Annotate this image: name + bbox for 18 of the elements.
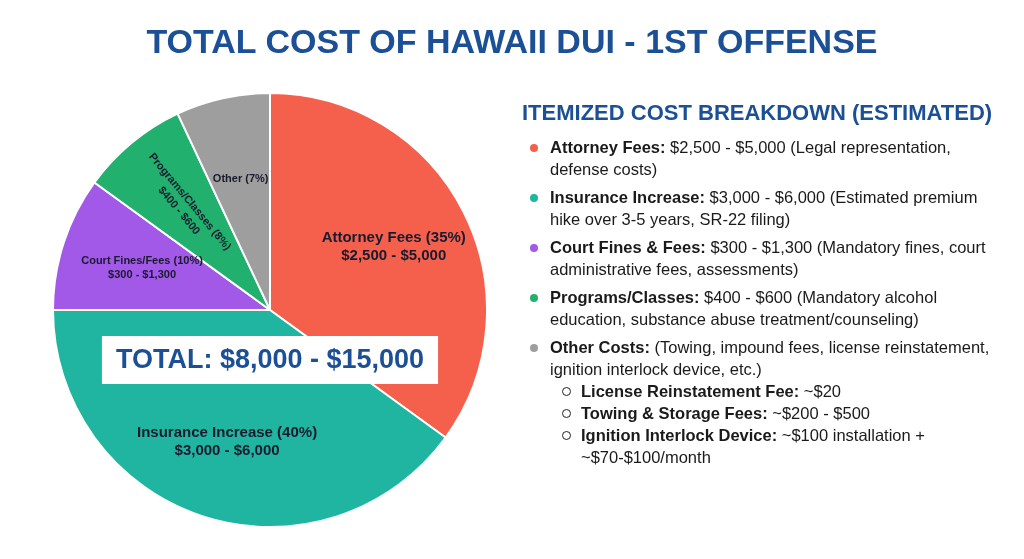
slice-label: Court Fines/Fees (10%) bbox=[81, 254, 204, 267]
text: $300 - $1,300 bbox=[108, 268, 176, 281]
slice-label: Other (7%) bbox=[212, 171, 269, 184]
text: $2,500 - $5,000 bbox=[341, 246, 447, 264]
slice-label: Insurance Increase (40%) bbox=[137, 423, 318, 441]
text: Insurance Increase: $3,000 - $6,000 (Estimated premium hike over 3-5 years, SR-22 filing) bbox=[550, 187, 979, 230]
text: Towing & Storage Fees: ~$200 - $500 bbox=[581, 403, 871, 424]
text: ITEMIZED COST BREAKDOWN (ESTIMATED) bbox=[522, 100, 994, 126]
text: $3,000 - $6,000 bbox=[174, 441, 280, 459]
text: License Reinstatement Fee: ~$20 bbox=[581, 381, 841, 402]
text: Other Costs: (Towing, impound fees, license reinstatement, ignition interlock device, etc.) bbox=[550, 337, 991, 380]
text: TOTAL: $8,000 - $15,000 bbox=[115, 344, 425, 375]
slice-label: Attorney Fees (35%) bbox=[321, 228, 466, 246]
chart-title: TOTAL COST OF HAWAII DUI - 1ST OFFENSE bbox=[145, 22, 879, 61]
text: Programs/Classes: $400 - $600 (Mandatory alcohol education, substance abuse treatment/counseling) bbox=[550, 287, 939, 330]
text: Ignition Interlock Device: ~$100 installation + ~$70-$100/month bbox=[581, 426, 925, 466]
text: Attorney Fees: $2,500 - $5,000 (Legal representation, defense costs) bbox=[550, 137, 952, 180]
text: Court Fines & Fees: $300 - $1,300 (Mandatory fines, court administrative fees, assessments) bbox=[550, 237, 987, 280]
